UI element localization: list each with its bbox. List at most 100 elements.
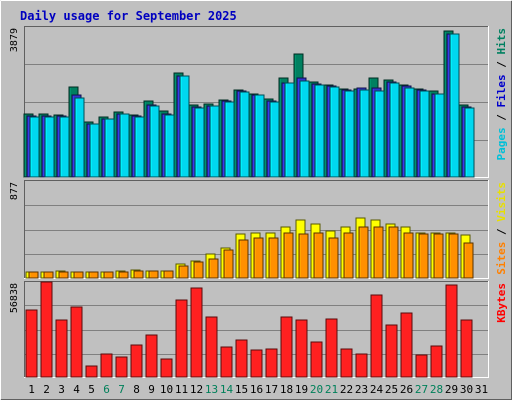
bar: [313, 232, 324, 279]
bar: [178, 265, 189, 279]
series-pages: [29, 33, 475, 178]
series-label-part: /: [495, 222, 508, 242]
y-max-label-top: 3879: [9, 28, 20, 52]
bar: [374, 90, 385, 178]
x-tick-label: 27: [415, 383, 428, 396]
series-label-part: Pages: [495, 127, 508, 160]
x-axis-labels: 1 2 3 4 5 6 7 8 9 10 11 12 13 14 15 16 17 18 19 20 21 22 23 24 2…: [28, 383, 488, 396]
bar: [209, 105, 220, 178]
bar: [265, 348, 278, 378]
x-tick-label: 8: [133, 383, 140, 396]
x-tick-label: 30: [460, 383, 473, 396]
bar: [460, 319, 473, 378]
series-label-part: KBytes: [495, 283, 508, 323]
y-max-label-bottom: 56838: [9, 283, 20, 313]
bar: [418, 233, 429, 279]
bar: [103, 271, 114, 279]
bar: [373, 226, 384, 279]
bar: [269, 101, 280, 178]
bar: [400, 312, 413, 378]
x-tick-label: 14: [220, 383, 234, 396]
bar: [58, 271, 69, 279]
bars-bottom: [25, 281, 473, 378]
bar: [175, 299, 188, 378]
bar: [208, 258, 219, 279]
bar: [74, 97, 85, 178]
x-tick-label: 22: [340, 383, 353, 396]
x-tick-label: 1: [28, 383, 35, 396]
bar: [445, 284, 458, 378]
bar: [119, 113, 130, 178]
bar: [299, 80, 310, 178]
x-tick-label: 28: [430, 383, 443, 396]
series-label-bottom: KBytes: [495, 283, 508, 323]
bar: [344, 90, 355, 178]
bar: [145, 334, 158, 378]
x-tick-label: 19: [295, 383, 308, 396]
bar: [190, 287, 203, 378]
bar: [314, 84, 325, 178]
panel-bottom: 56838 KBytes: [9, 281, 508, 378]
x-tick-label: 13: [205, 383, 218, 396]
bar: [43, 271, 54, 279]
bar: [463, 242, 474, 279]
bar: [449, 33, 460, 178]
series-kbytes: [25, 281, 473, 378]
bar: [44, 116, 55, 178]
x-tick-label: 15: [235, 383, 248, 396]
bar: [385, 324, 398, 378]
x-tick-label: 23: [355, 383, 368, 396]
bar: [220, 346, 233, 378]
bar: [283, 232, 294, 279]
bar: [239, 91, 250, 178]
bar: [268, 237, 279, 279]
bar: [194, 107, 205, 178]
bar: [238, 239, 249, 279]
x-tick-label: 12: [190, 383, 203, 396]
x-tick-label: 11: [175, 383, 188, 396]
bar: [254, 94, 265, 178]
x-tick-label: 20: [310, 383, 323, 396]
bars-top: [23, 30, 475, 178]
bar: [163, 270, 174, 279]
series-label-middle: Sites / Visits: [495, 182, 508, 275]
bar: [355, 353, 368, 378]
x-tick-label: 2: [43, 383, 50, 396]
x-tick-label: 29: [445, 383, 458, 396]
bar: [55, 319, 68, 378]
bar: [130, 344, 143, 378]
x-tick-label: 16: [250, 383, 263, 396]
bar: [419, 90, 430, 178]
bar: [25, 309, 38, 378]
bar: [403, 232, 414, 279]
bar: [28, 271, 39, 279]
x-tick-label: 24: [370, 383, 384, 396]
bar: [328, 237, 339, 279]
x-tick-label: 5: [88, 383, 95, 396]
series-label-part: Visits: [495, 182, 508, 222]
bar: [160, 358, 173, 378]
bar: [464, 107, 475, 178]
series-label-part: Files: [495, 74, 508, 107]
bar: [29, 116, 40, 178]
bar: [298, 233, 309, 279]
bar: [359, 89, 370, 178]
bar: [295, 319, 308, 378]
x-tick-label: 31: [475, 383, 488, 396]
bar: [40, 281, 53, 378]
bar: [148, 270, 159, 279]
bar: [104, 118, 115, 178]
x-tick-label: 4: [73, 383, 80, 396]
bar: [250, 349, 263, 378]
bar: [389, 82, 400, 178]
panel-middle: 877 Sites / Visits: [9, 180, 508, 279]
bar: [358, 226, 369, 279]
bar: [100, 353, 113, 378]
bar: [73, 271, 84, 279]
series-sites: [28, 226, 474, 279]
x-tick-label: 10: [160, 383, 173, 396]
series-label-part: Sites: [495, 242, 508, 275]
bar: [85, 365, 98, 378]
x-tick-label: 9: [148, 383, 155, 396]
